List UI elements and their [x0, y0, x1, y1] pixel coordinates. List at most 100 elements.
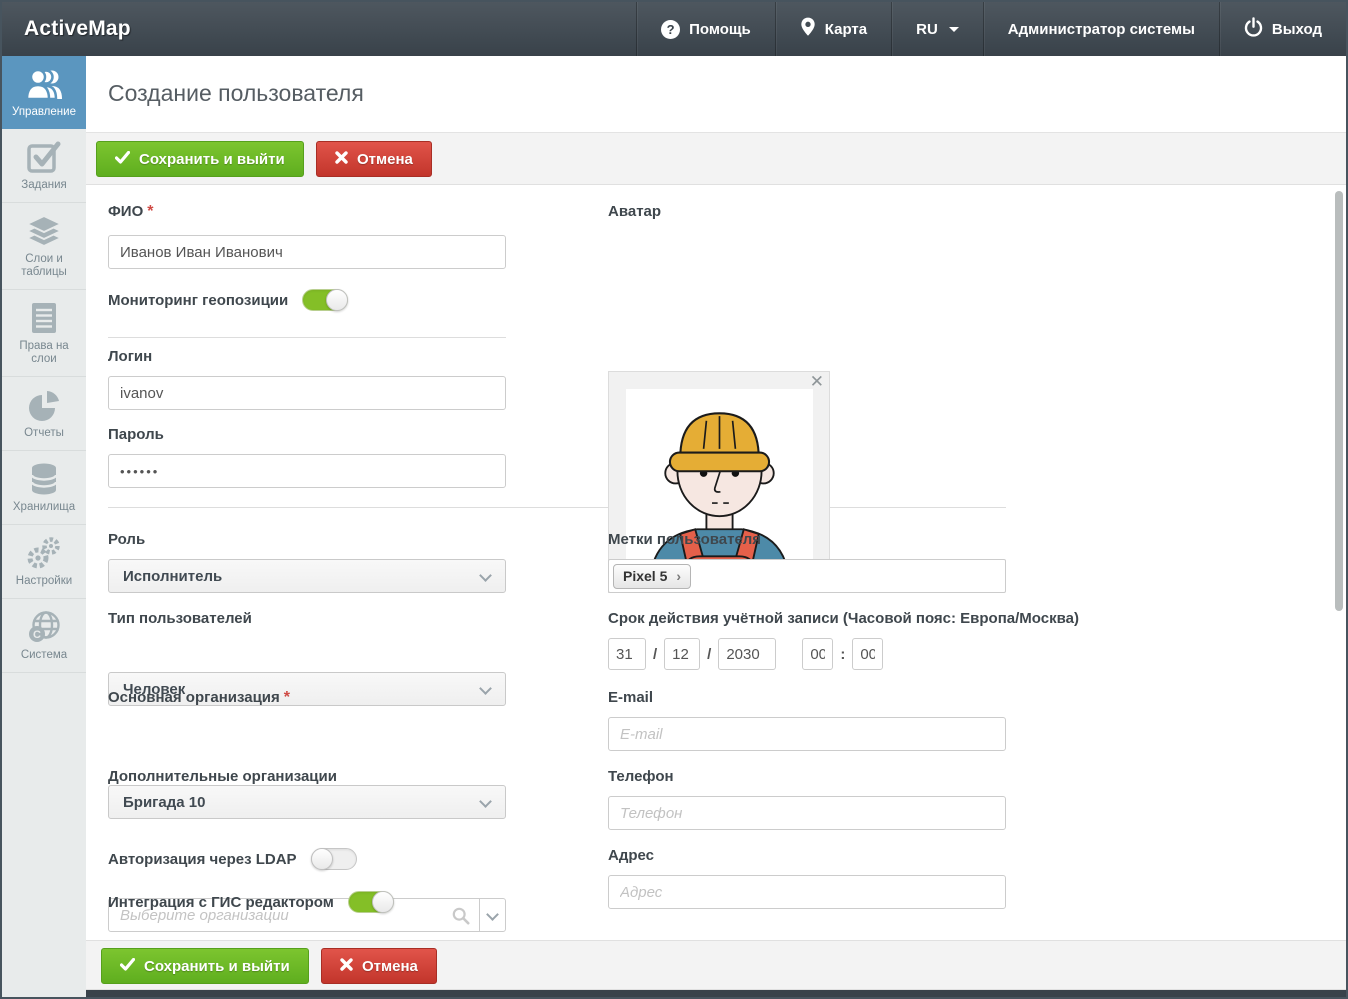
extra-orgs-dropdown-button[interactable] [479, 899, 505, 931]
email-input[interactable] [608, 717, 1006, 751]
logout-menu-item[interactable]: Выход [1218, 2, 1346, 56]
ldap-label: Авторизация через LDAP [108, 850, 297, 868]
avatar-image [626, 389, 813, 576]
sidebar-item-system[interactable]: C Система [2, 599, 86, 673]
time-separator: : [840, 645, 846, 663]
layer-permissions-icon [6, 301, 82, 335]
form-content: ФИО* Мониторинг геопозиции Логин Пароль … [86, 185, 1346, 940]
page-header: Создание пользователя [86, 56, 1346, 133]
login-input[interactable] [108, 376, 506, 410]
expiry-label: Срок действия учётной записи (Часовой по… [608, 610, 1079, 627]
cancel-button-bottom[interactable]: Отмена [321, 948, 437, 984]
email-label: E-mail [608, 689, 654, 706]
avatar-label: Аватар [608, 203, 662, 220]
chevron-down-icon [479, 795, 492, 808]
chevron-down-icon [948, 26, 959, 32]
role-label: Роль [108, 531, 146, 548]
chevron-down-icon [479, 569, 492, 582]
ldap-row: Авторизация через LDAP [108, 848, 357, 870]
map-menu-item[interactable]: Карта [774, 2, 891, 56]
power-icon [1244, 16, 1263, 42]
main-area: Создание пользователя Сохранить и выйти … [86, 56, 1346, 997]
expiry-month-input[interactable] [664, 638, 701, 670]
role-select[interactable]: Исполнитель [108, 559, 506, 593]
gis-toggle[interactable] [347, 891, 394, 913]
phone-label: Телефон [608, 768, 674, 785]
save-button[interactable]: Сохранить и выйти [96, 141, 304, 177]
date-separator: / [707, 645, 712, 663]
section-divider [108, 337, 506, 338]
geo-monitoring-toggle[interactable] [302, 289, 349, 311]
gis-label: Интеграция с ГИС редактором [108, 893, 334, 911]
sidebar-item-label: Слои и таблицы [21, 253, 67, 278]
required-asterisk: * [283, 689, 291, 706]
users-icon [6, 67, 82, 101]
help-icon: ? [661, 19, 681, 39]
reports-icon [6, 388, 82, 422]
language-selector[interactable]: RU [891, 2, 983, 56]
language-label: RU [916, 20, 938, 38]
tags-container[interactable]: Pixel 5 › [608, 559, 1006, 593]
expiry-minute-input[interactable] [852, 638, 884, 670]
chevron-down-icon [479, 682, 492, 695]
account-label: Администратор системы [1007, 20, 1195, 38]
sidebar-item-reports[interactable]: Отчеты [2, 377, 86, 451]
sidebar-item-layer-permissions[interactable]: Права на слои [2, 290, 86, 377]
sidebar-item-management[interactable]: Управление [2, 56, 86, 129]
close-icon[interactable]: ✕ [809, 372, 824, 391]
settings-icon [6, 536, 82, 570]
topbar-spacer [153, 2, 636, 56]
cancel-button[interactable]: Отмена [316, 141, 432, 177]
cancel-button-label: Отмена [357, 150, 413, 168]
toggle-knob [371, 891, 394, 913]
sidebar-item-layers[interactable]: Слои и таблицы [2, 203, 86, 290]
svg-text:C: C [33, 629, 41, 641]
tasks-icon [6, 140, 82, 174]
user-type-label: Тип пользователей [108, 610, 252, 627]
phone-input[interactable] [608, 796, 1006, 830]
map-pin-icon [800, 16, 816, 42]
sidebar-item-label: Задания [21, 179, 67, 191]
sidebar-item-label: Система [20, 649, 68, 661]
account-menu-item[interactable]: Администратор системы [982, 2, 1219, 56]
expiry-year-input[interactable] [718, 638, 777, 670]
top-toolbar: Сохранить и выйти Отмена [86, 133, 1346, 185]
chevron-down-icon [486, 908, 499, 921]
save-button-bottom[interactable]: Сохранить и выйти [101, 948, 309, 984]
required-asterisk: * [147, 203, 154, 220]
expiry-hour-input[interactable] [802, 638, 834, 670]
sidebar-item-tasks[interactable]: Задания [2, 129, 86, 203]
app-logo: ActiveMap [24, 17, 131, 40]
layers-icon [6, 214, 82, 248]
expiry-day-input[interactable] [608, 638, 646, 670]
login-label: Логин [108, 348, 153, 365]
ldap-toggle[interactable] [310, 848, 357, 870]
fio-label: ФИО * [108, 203, 154, 220]
fio-input[interactable] [108, 235, 506, 269]
main-org-select[interactable]: Бригада 10 [108, 785, 506, 819]
sidebar-item-label: Отчеты [24, 427, 64, 439]
chevron-right-icon: › [676, 568, 682, 584]
extra-orgs-label: Дополнительные организации [108, 768, 337, 785]
page-title: Создание пользователя [108, 80, 364, 106]
password-input[interactable] [108, 454, 506, 488]
check-icon [119, 957, 136, 975]
main-org-select-value: Бригада 10 [123, 793, 206, 811]
address-label: Адрес [608, 847, 655, 864]
sidebar-item-settings[interactable]: Настройки [2, 525, 86, 599]
user-type-select[interactable]: Человек [108, 672, 506, 706]
sidebar-item-storage[interactable]: Хранилища [2, 451, 86, 525]
map-label: Карта [824, 20, 868, 38]
logout-label: Выход [1271, 20, 1322, 38]
save-button-label: Сохранить и выйти [144, 957, 290, 975]
vertical-scrollbar[interactable] [1335, 191, 1343, 611]
gis-row: Интеграция с ГИС редактором [108, 891, 394, 913]
geo-monitoring-row: Мониторинг геопозиции [108, 289, 349, 311]
address-input[interactable] [608, 875, 1006, 909]
toggle-knob [310, 848, 333, 870]
tag-chip[interactable]: Pixel 5 › [613, 563, 692, 589]
sidebar-item-label: Хранилища [12, 501, 76, 513]
check-icon [114, 150, 131, 168]
help-menu-item[interactable]: ? Помощь [636, 2, 775, 56]
